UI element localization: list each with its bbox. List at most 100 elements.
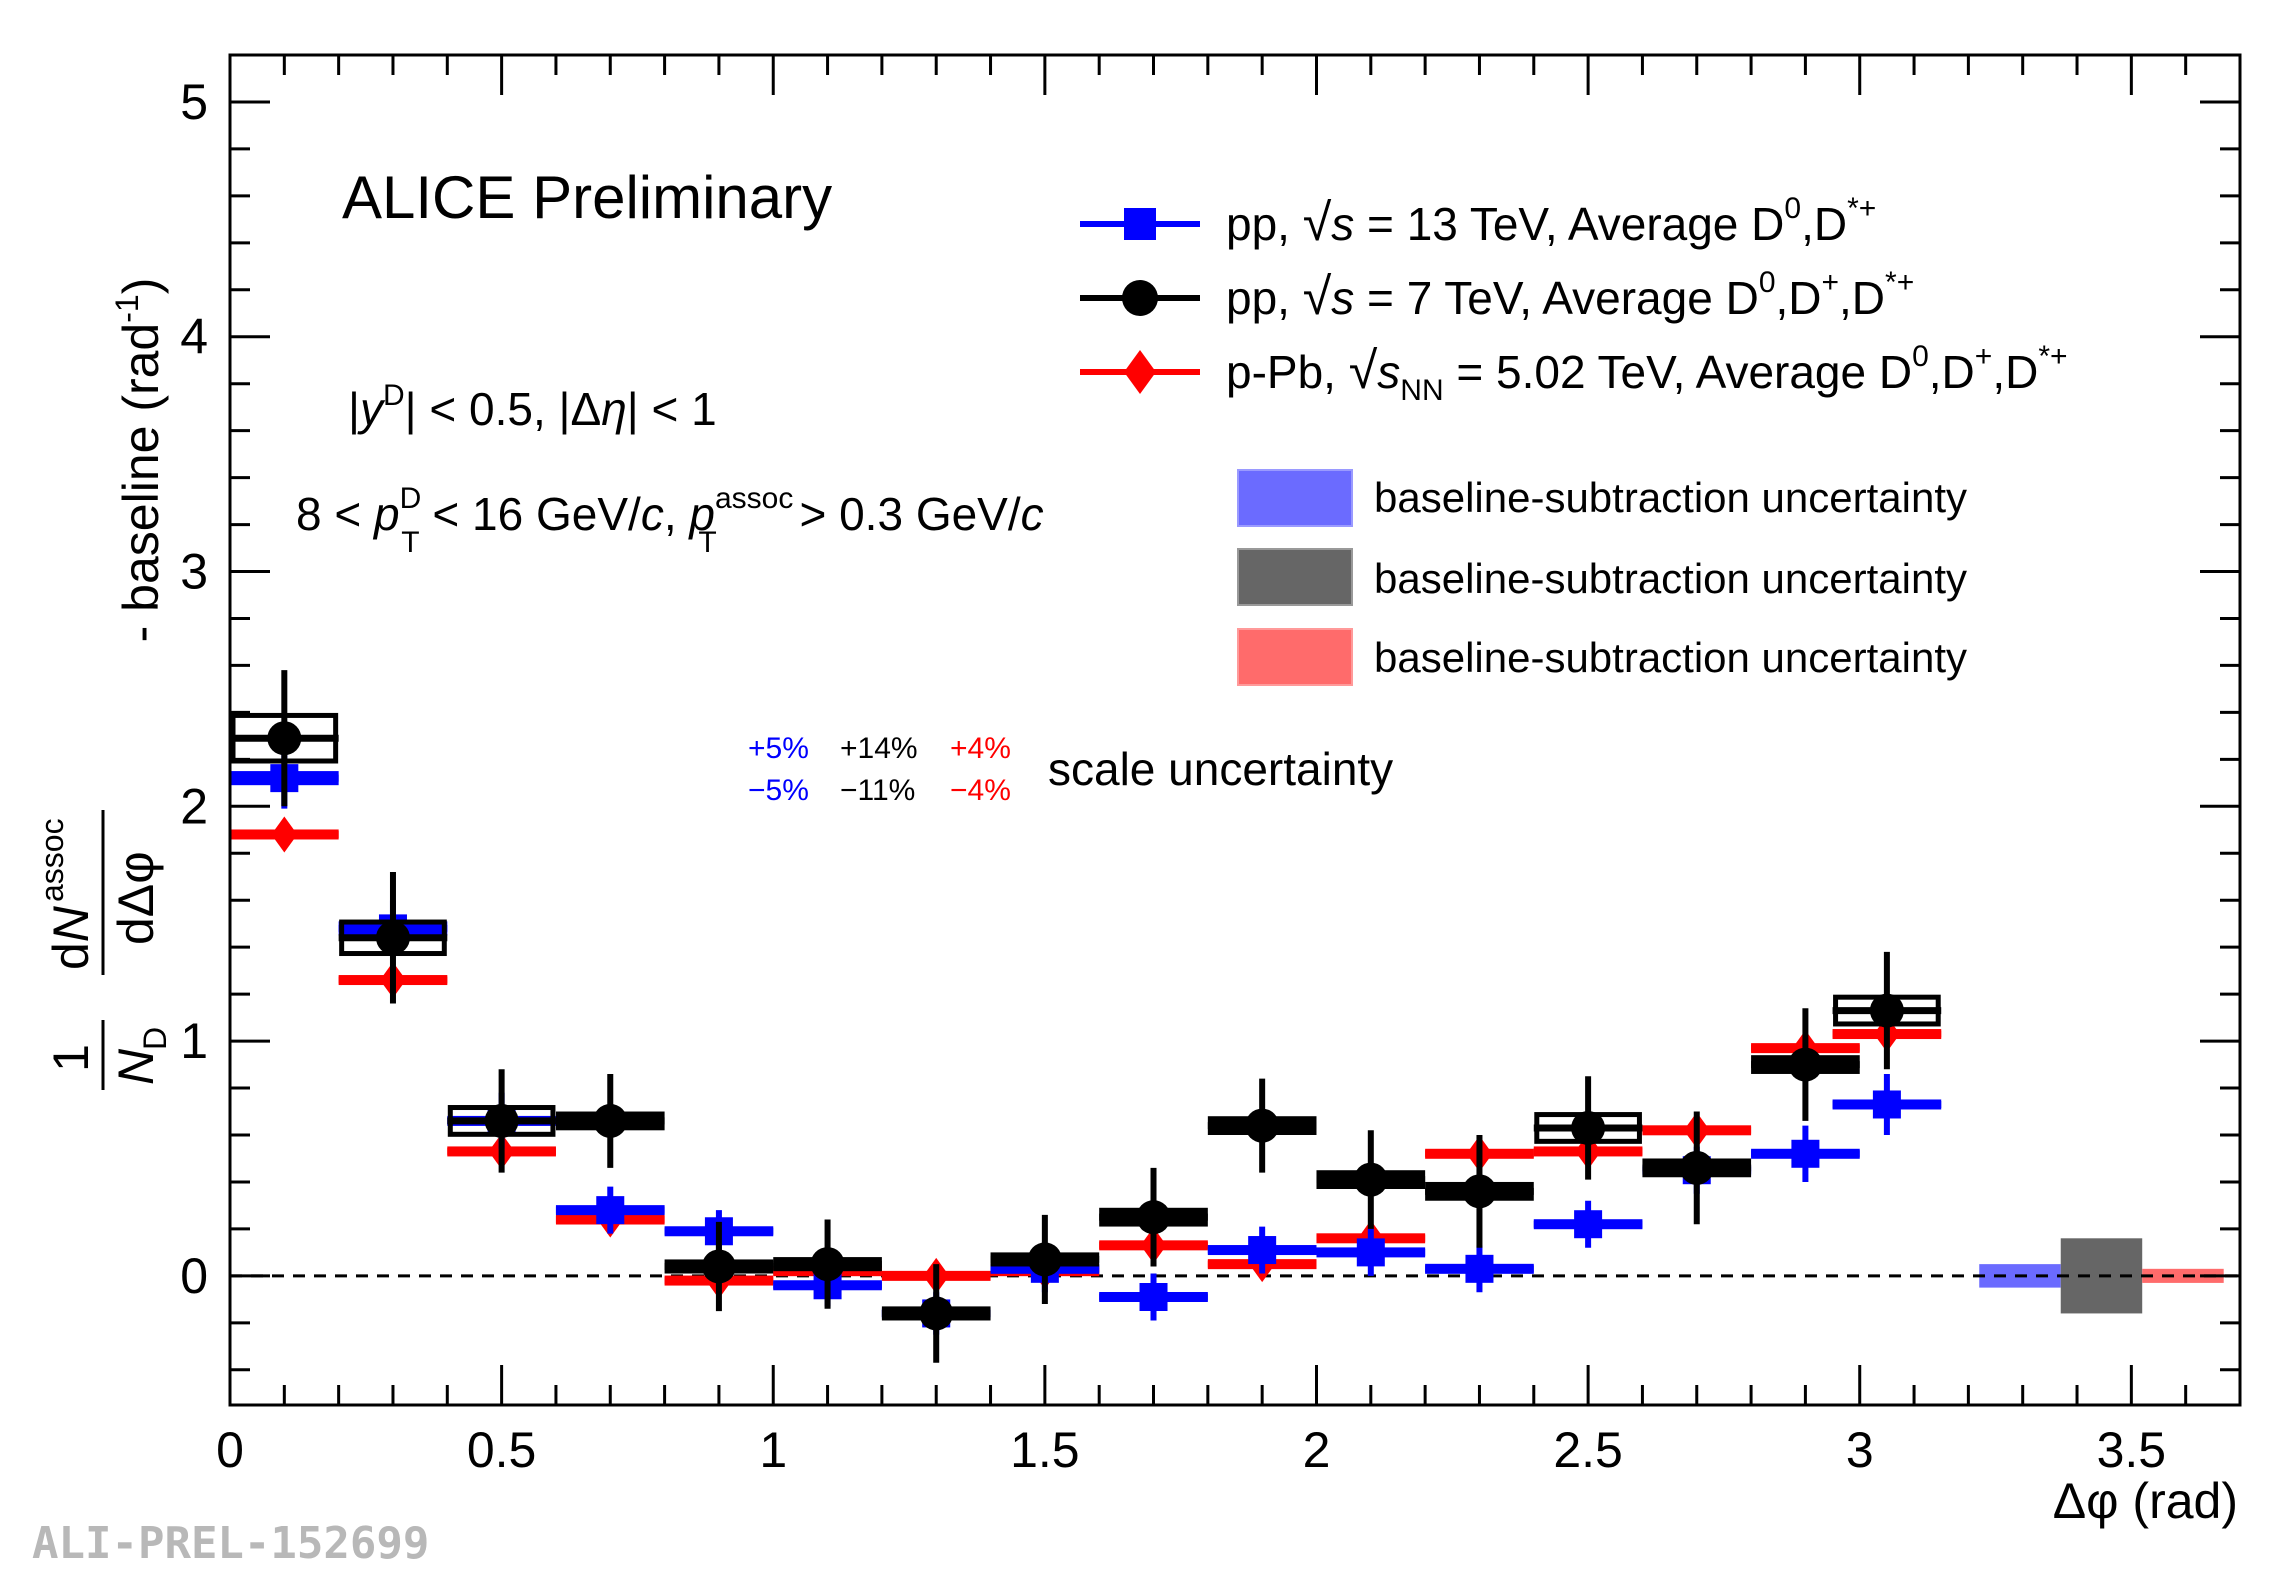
chart-title: ALICE Preliminary xyxy=(342,164,832,231)
scale-minus-black: −11% xyxy=(840,774,915,807)
circle-marker xyxy=(1679,1150,1714,1185)
circle-marker xyxy=(701,1249,736,1284)
pt-D1: D xyxy=(400,482,422,515)
leg2-sup1: 0 xyxy=(1912,340,1929,373)
pt-b: < 16 GeV/ xyxy=(420,488,641,540)
leg2-d: ,D xyxy=(1992,346,2038,398)
leg2-a: p-Pb, xyxy=(1226,346,1349,398)
legend-unc-label-gray: baseline-subtraction uncertainty xyxy=(1374,555,1967,602)
leg2-sub: NN xyxy=(1400,374,1443,407)
leg2-sup3: *+ xyxy=(2038,340,2067,373)
legend-diamond-marker xyxy=(1124,350,1156,394)
pt-comma: , xyxy=(664,488,690,540)
leg1-sup2: + xyxy=(1822,266,1840,299)
leg1-a: pp, xyxy=(1226,272,1303,324)
pt-p1: p xyxy=(372,488,400,540)
y-label-exp: -1 xyxy=(109,294,145,322)
y-axis-label: - baseline (rad-1) 1 N D dN assoc dΔφ xyxy=(34,278,173,1090)
square-marker xyxy=(596,1196,625,1225)
leg0-sqrt: √ xyxy=(1303,194,1332,252)
leg2-b: = 5.02 TeV, Average D xyxy=(1444,346,1912,398)
leg0-sup2: *+ xyxy=(1847,192,1876,225)
square-marker xyxy=(1356,1238,1385,1267)
y-label-dN: dN xyxy=(43,905,99,970)
svg-text:- baseline (rad-1): - baseline (rad-1) xyxy=(109,278,169,643)
pt-cut-label: 8 < pD T < 16 GeV/c, passoc T > 0.3 GeV/c xyxy=(296,482,1044,559)
rap-y: y xyxy=(357,383,386,435)
pt-c1: c xyxy=(641,488,664,540)
leg1-sqrt: √ xyxy=(1303,268,1332,326)
rap-D: D xyxy=(383,379,405,412)
square-marker xyxy=(1139,1283,1168,1311)
circle-marker xyxy=(375,920,410,955)
leg0-sup1: 0 xyxy=(1784,192,1801,225)
y-label-N: N xyxy=(108,1048,164,1085)
rap-open: | xyxy=(348,383,360,435)
rap-eta: η xyxy=(601,383,627,435)
circle-marker xyxy=(1245,1108,1280,1143)
series-1 xyxy=(230,670,1942,1363)
x-axis-label: Δφ (rad) xyxy=(2053,1473,2238,1529)
axis-tick-labels: 0 0.5 1 1.5 2 2.5 3 3.5 0 1 2 3 4 5 xyxy=(180,74,2166,1478)
circle-marker xyxy=(267,721,302,756)
x-tick-label: 3.5 xyxy=(2097,1422,2167,1478)
pt-p2: p xyxy=(687,488,715,540)
leg1-s: s xyxy=(1331,272,1354,324)
legend: pp, √s = 13 TeV, Average D0,D*+ pp, √s =… xyxy=(1080,192,2068,686)
square-marker xyxy=(1872,1090,1901,1119)
watermark: ALI-PREL-152699 xyxy=(32,1518,429,1569)
x-tick-label: 3 xyxy=(1846,1422,1874,1478)
x-tick-label: 0 xyxy=(216,1422,244,1478)
pt-d: > 0.3 GeV/ xyxy=(787,488,1021,540)
pt-T2: T xyxy=(698,526,716,559)
data-series xyxy=(230,670,1942,1363)
scale-minus-blue: −5% xyxy=(748,774,809,807)
square-marker xyxy=(1248,1236,1277,1265)
pt-c2: c xyxy=(1021,488,1044,540)
circle-marker xyxy=(593,1103,628,1138)
x-tick-label: 1.5 xyxy=(1010,1422,1080,1478)
legend-circle-marker xyxy=(1122,280,1158,316)
x-tick-label: 0.5 xyxy=(467,1422,537,1478)
x-tick-label: 1 xyxy=(759,1422,787,1478)
square-marker xyxy=(1791,1139,1820,1168)
rap-mid: | < 0.5, |Δ xyxy=(405,383,602,435)
leg1-sup1: 0 xyxy=(1759,266,1776,299)
scale-uncertainty-label: scale uncertainty xyxy=(1048,743,1393,795)
leg2-c: ,D xyxy=(1929,346,1975,398)
y-label-rest: - baseline (rad xyxy=(113,323,169,643)
circle-marker xyxy=(1869,993,1904,1028)
y-tick-label: 0 xyxy=(180,1248,208,1304)
rap-end: | < 1 xyxy=(627,383,717,435)
circle-marker xyxy=(484,1103,519,1138)
square-marker xyxy=(1465,1254,1494,1283)
leg1-b: = 7 TeV, Average D xyxy=(1354,272,1759,324)
x-tick-label: 2 xyxy=(1303,1422,1331,1478)
legend-label-13tev: pp, √s = 13 TeV, Average D0,D*+ xyxy=(1226,192,1876,252)
leg0-a: pp, xyxy=(1226,198,1303,250)
y-tick-label: 2 xyxy=(180,778,208,834)
rapidity-cut-label: |yD| < 0.5, |Δη| < 1 xyxy=(348,379,717,435)
diamond-marker xyxy=(271,816,298,853)
axis-ticks xyxy=(228,53,2242,1405)
scale-plus-blue: +5% xyxy=(748,732,809,765)
y-tick-label: 5 xyxy=(180,74,208,130)
circle-marker xyxy=(1136,1200,1171,1235)
circle-marker xyxy=(1571,1110,1606,1145)
circle-marker xyxy=(919,1296,954,1331)
y-label-D: D xyxy=(137,1027,173,1050)
leg1-sup3: *+ xyxy=(1885,266,1914,299)
leg1-c: ,D xyxy=(1776,272,1822,324)
leg0-s: s xyxy=(1331,198,1354,250)
baseline-box-2 xyxy=(2142,1268,2224,1283)
legend-unc-box-gray xyxy=(1237,548,1353,606)
leg2-sqrt: √ xyxy=(1349,342,1378,400)
leg1-d: ,D xyxy=(1839,272,1885,324)
square-marker xyxy=(1574,1210,1603,1239)
circle-marker xyxy=(1027,1242,1062,1277)
scale-plus-red: +4% xyxy=(950,732,1011,765)
x-tick-label: 2.5 xyxy=(1553,1422,1623,1478)
leg0-b: = 13 TeV, Average D xyxy=(1354,198,1784,250)
y-tick-label: 4 xyxy=(180,309,208,365)
